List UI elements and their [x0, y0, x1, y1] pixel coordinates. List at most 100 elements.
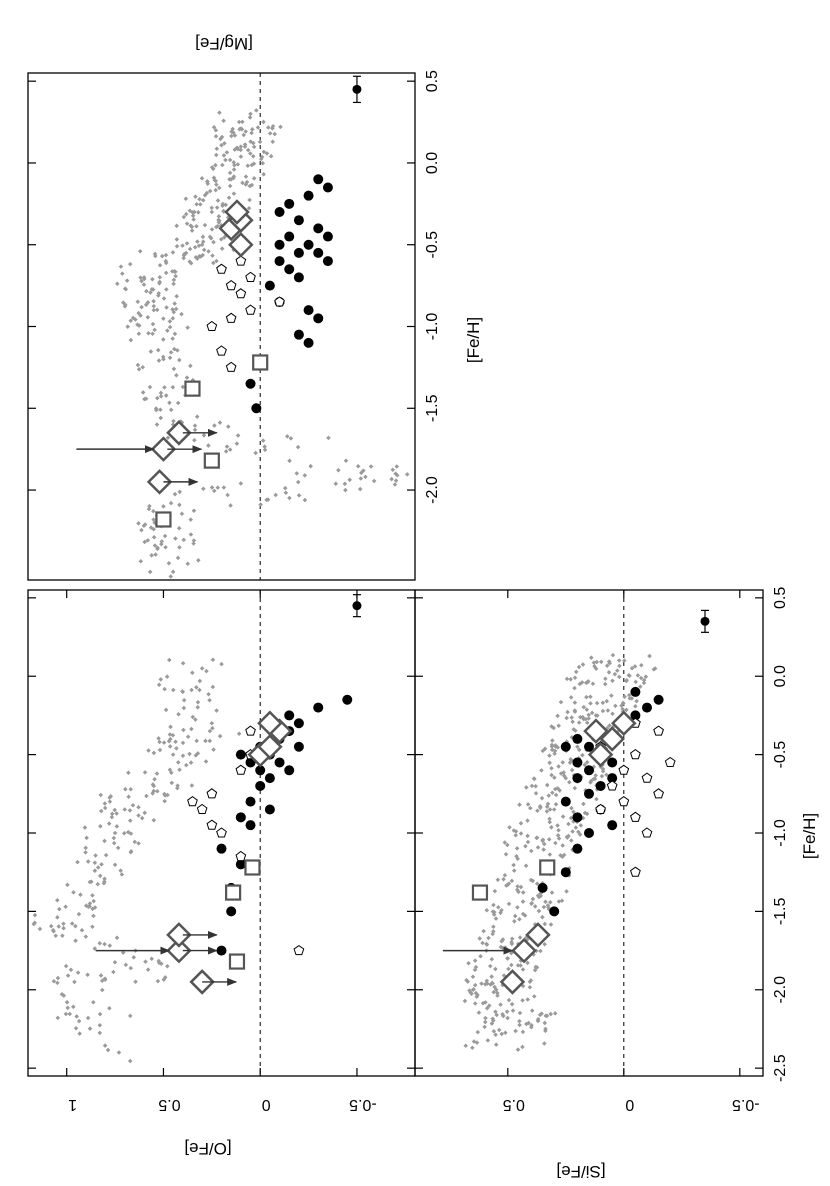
field-star-point	[147, 569, 153, 575]
field-star-point	[463, 1043, 468, 1049]
field-star-point	[241, 132, 246, 138]
field-star-point	[165, 328, 170, 333]
field-star-point	[136, 841, 141, 846]
field-star-point	[127, 1058, 133, 1064]
field-star-point	[98, 824, 103, 829]
field-star-point	[123, 302, 128, 308]
field-star-point	[257, 139, 263, 145]
field-star-point	[140, 365, 145, 370]
field-star-point	[638, 684, 643, 689]
field-star-point	[184, 221, 190, 226]
field-star-point	[217, 733, 223, 739]
filled-circle-point	[293, 329, 304, 340]
x-tick-label: 0.0	[424, 152, 441, 174]
field-star-point	[251, 144, 257, 150]
field-star-point	[227, 447, 233, 452]
field-star-point	[343, 458, 349, 463]
plot-frame-mg-fe	[27, 72, 416, 581]
field-star-point	[509, 962, 514, 968]
field-star-point	[209, 205, 214, 211]
field-star-point	[145, 315, 151, 320]
field-star-point	[209, 227, 215, 232]
filled-circle-point	[642, 702, 652, 713]
field-star-point	[77, 1031, 82, 1036]
field-star-point	[548, 1011, 554, 1017]
field-star-point	[71, 890, 76, 895]
field-star-point	[168, 500, 174, 506]
field-star-point	[138, 275, 143, 280]
field-star-point	[92, 860, 98, 866]
filled-circle-point	[303, 337, 314, 348]
field-star-point	[560, 843, 565, 848]
field-star-point	[542, 1020, 548, 1026]
field-star-point	[569, 715, 574, 720]
field-star-point	[622, 694, 627, 699]
field-star-point	[267, 131, 273, 136]
field-star-point	[97, 873, 103, 879]
field-star-point	[63, 904, 68, 909]
field-star-point	[475, 1029, 481, 1035]
filled-circle-point	[537, 882, 548, 893]
field-star-point	[594, 700, 600, 706]
field-star-point	[181, 705, 187, 711]
field-star-point	[560, 814, 566, 819]
field-star-point	[265, 497, 271, 502]
field-star-point	[153, 253, 158, 259]
filled-circle-point	[560, 741, 571, 752]
field-star-point	[118, 264, 124, 269]
field-star-point	[173, 536, 178, 541]
x-tick-label: -2.0	[424, 476, 441, 504]
field-star-point	[192, 427, 198, 433]
field-star-point	[163, 270, 169, 276]
field-star-point	[146, 330, 151, 336]
field-star-point	[174, 243, 180, 249]
open-pentagon-point	[216, 263, 227, 274]
y-axis-label-o-fe: [O/Fe]	[184, 1139, 231, 1158]
field-star-point	[203, 738, 208, 744]
field-star-point	[139, 527, 144, 533]
field-star-point	[266, 125, 271, 130]
field-star-point	[167, 657, 172, 663]
field-star-point	[484, 941, 489, 947]
field-star-point	[556, 723, 561, 728]
field-star-point	[534, 965, 540, 970]
field-star-point	[214, 152, 219, 158]
field-star-point	[156, 736, 161, 741]
field-star-point	[633, 679, 638, 685]
field-star-point	[136, 367, 142, 372]
field-star-point	[144, 288, 149, 294]
filled-circle-point	[264, 773, 275, 784]
field-star-point	[576, 829, 581, 835]
field-star-point	[207, 738, 213, 744]
field-star-point	[533, 790, 539, 796]
field-star-point	[197, 197, 202, 202]
filled-circle-point	[322, 182, 333, 193]
field-star-point	[567, 760, 573, 765]
field-star-point	[123, 962, 129, 968]
field-star-point	[254, 108, 259, 113]
field-star-point	[163, 393, 169, 398]
field-star-point	[173, 739, 178, 744]
field-star-point	[130, 803, 136, 808]
field-star-point	[632, 664, 638, 669]
field-star-point	[133, 979, 138, 984]
field-star-point	[172, 491, 178, 497]
plot-area-mg-fe: -2.0 -1.5 -1.0 -0.5 0.0 0.5	[28, 70, 441, 580]
field-star-point	[171, 277, 177, 283]
open-square-point	[155, 511, 172, 528]
field-star-point	[219, 661, 224, 667]
field-star-point	[606, 670, 612, 675]
field-star-point	[162, 686, 167, 692]
field-star-point	[93, 853, 98, 858]
field-star-point	[515, 1047, 521, 1052]
field-star-point	[547, 819, 552, 825]
filled-circle-point	[216, 843, 227, 854]
field-star-point	[190, 213, 196, 218]
field-star-point	[161, 740, 167, 745]
field-star-point	[573, 669, 579, 675]
field-star-point	[547, 807, 553, 812]
x-tick-label: 0.5	[424, 70, 441, 92]
field-star-point	[63, 963, 69, 969]
open-pentagon-point	[206, 819, 218, 830]
field-star-point	[75, 859, 80, 865]
